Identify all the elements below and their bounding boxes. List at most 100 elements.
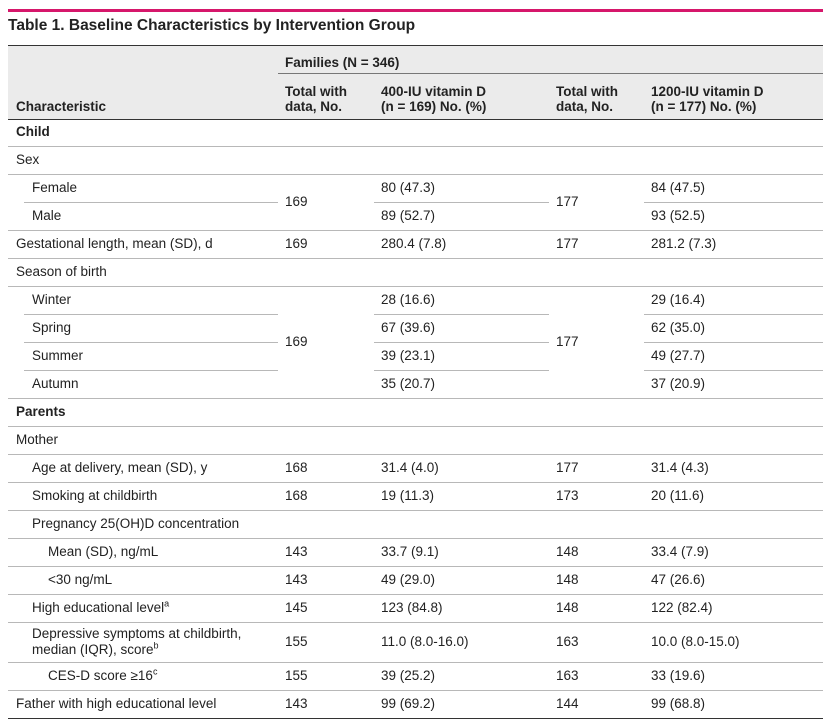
row-rule xyxy=(644,230,823,231)
label-text: <30 ng/mL xyxy=(48,572,113,587)
label-text: Father with high educational level xyxy=(16,696,217,711)
row-rule xyxy=(549,258,644,259)
total-cell: 148 xyxy=(556,544,579,559)
row-rule xyxy=(374,398,549,399)
row-label: Gestational length, mean (SD), d xyxy=(16,230,278,258)
row-rule xyxy=(549,286,644,287)
value-cell: 49 (29.0) xyxy=(381,572,436,587)
row-rule xyxy=(644,286,823,287)
total-cell: 145 xyxy=(285,600,308,615)
row-rule xyxy=(644,482,823,483)
row-rule xyxy=(374,454,549,455)
label-text: Sex xyxy=(16,152,40,167)
column-header-line: data, No. xyxy=(556,99,614,114)
value-cell: 89 (52.7) xyxy=(381,208,436,223)
row-rule xyxy=(278,566,374,567)
total-cell: 168 xyxy=(285,460,308,475)
row-rule xyxy=(374,594,549,595)
row-rule xyxy=(8,622,278,623)
row-rule xyxy=(278,426,374,427)
row-rule xyxy=(8,482,278,483)
label-text: Depressive symptoms at childbirth, media… xyxy=(32,626,242,657)
row-rule xyxy=(644,454,823,455)
row-rule xyxy=(374,482,549,483)
row-label: Autumn xyxy=(32,370,278,398)
row-rule xyxy=(278,286,374,287)
total-cell: 163 xyxy=(556,634,579,649)
column-header-line: (n = 169) No. (%) xyxy=(381,99,487,114)
value-cell: 39 (23.1) xyxy=(381,348,436,363)
row-rule xyxy=(374,202,549,203)
row-rule xyxy=(644,510,823,511)
group-rule xyxy=(278,73,823,74)
value-cell: 99 (69.2) xyxy=(381,696,436,711)
value-cell: 31.4 (4.0) xyxy=(381,460,439,475)
row-rule xyxy=(374,662,549,663)
value-cell: 84 (47.5) xyxy=(651,180,706,195)
value-cell: 123 (84.8) xyxy=(381,600,443,615)
total-cell: 169 xyxy=(285,334,308,349)
row-rule xyxy=(8,510,278,511)
row-rule xyxy=(8,566,278,567)
total-cell: 169 xyxy=(285,194,308,209)
value-cell: 19 (11.3) xyxy=(381,488,435,503)
accent-rule xyxy=(8,9,823,12)
row-rule xyxy=(8,690,278,691)
row-rule xyxy=(549,146,644,147)
row-label: Age at delivery, mean (SD), y xyxy=(32,454,278,482)
row-rule xyxy=(374,510,549,511)
row-rule xyxy=(8,258,278,259)
total-cell: 163 xyxy=(556,668,579,683)
row-rule xyxy=(374,146,549,147)
row-rule xyxy=(549,538,644,539)
row-rule xyxy=(549,662,644,663)
row-rule xyxy=(374,258,549,259)
section-label: Child xyxy=(16,118,278,146)
row-rule xyxy=(644,622,823,623)
row-rule xyxy=(278,538,374,539)
row-rule xyxy=(8,662,278,663)
total-cell: 148 xyxy=(556,572,579,587)
column-header-line: (n = 177) No. (%) xyxy=(651,99,757,114)
row-rule xyxy=(374,622,549,623)
row-rule xyxy=(549,690,644,691)
label-text: Pregnancy 25(OH)D concentration xyxy=(32,516,240,531)
table-title: Table 1. Baseline Characteristics by Int… xyxy=(8,17,416,34)
row-label: Depressive symptoms at childbirth, media… xyxy=(32,622,278,662)
row-rule xyxy=(644,314,823,315)
row-label: Female xyxy=(32,174,278,202)
row-rule xyxy=(549,566,644,567)
label-text: Spring xyxy=(32,320,72,335)
row-rule xyxy=(374,426,549,427)
label-text: Autumn xyxy=(32,376,79,391)
row-label: Pregnancy 25(OH)D concentration xyxy=(32,510,278,538)
value-cell: 29 (16.4) xyxy=(651,292,706,307)
row-rule xyxy=(8,454,278,455)
row-rule xyxy=(644,690,823,691)
header-background xyxy=(8,45,823,120)
label-text: High educational level xyxy=(32,600,165,615)
value-cell: 20 (11.6) xyxy=(651,488,705,503)
row-rule xyxy=(549,510,644,511)
row-rule xyxy=(8,286,278,287)
column-header-line: Total with xyxy=(285,84,347,99)
total-cell: 177 xyxy=(556,236,579,251)
row-rule xyxy=(278,510,374,511)
value-cell: 33.4 (7.9) xyxy=(651,544,709,559)
total-cell: 143 xyxy=(285,696,308,711)
value-cell: 280.4 (7.8) xyxy=(381,236,447,251)
value-cell: 99 (68.8) xyxy=(651,696,706,711)
row-rule xyxy=(278,146,374,147)
row-rule xyxy=(8,426,278,427)
value-cell: 49 (27.7) xyxy=(651,348,706,363)
row-rule xyxy=(549,454,644,455)
label-text: Mean (SD), ng/mL xyxy=(48,544,159,559)
row-rule xyxy=(278,594,374,595)
total-cell: 177 xyxy=(556,460,579,475)
label-text: Season of birth xyxy=(16,264,107,279)
row-rule xyxy=(8,538,278,539)
label-text: Summer xyxy=(32,348,84,363)
label-text: Male xyxy=(32,208,62,223)
row-rule xyxy=(549,482,644,483)
row-rule xyxy=(374,690,549,691)
